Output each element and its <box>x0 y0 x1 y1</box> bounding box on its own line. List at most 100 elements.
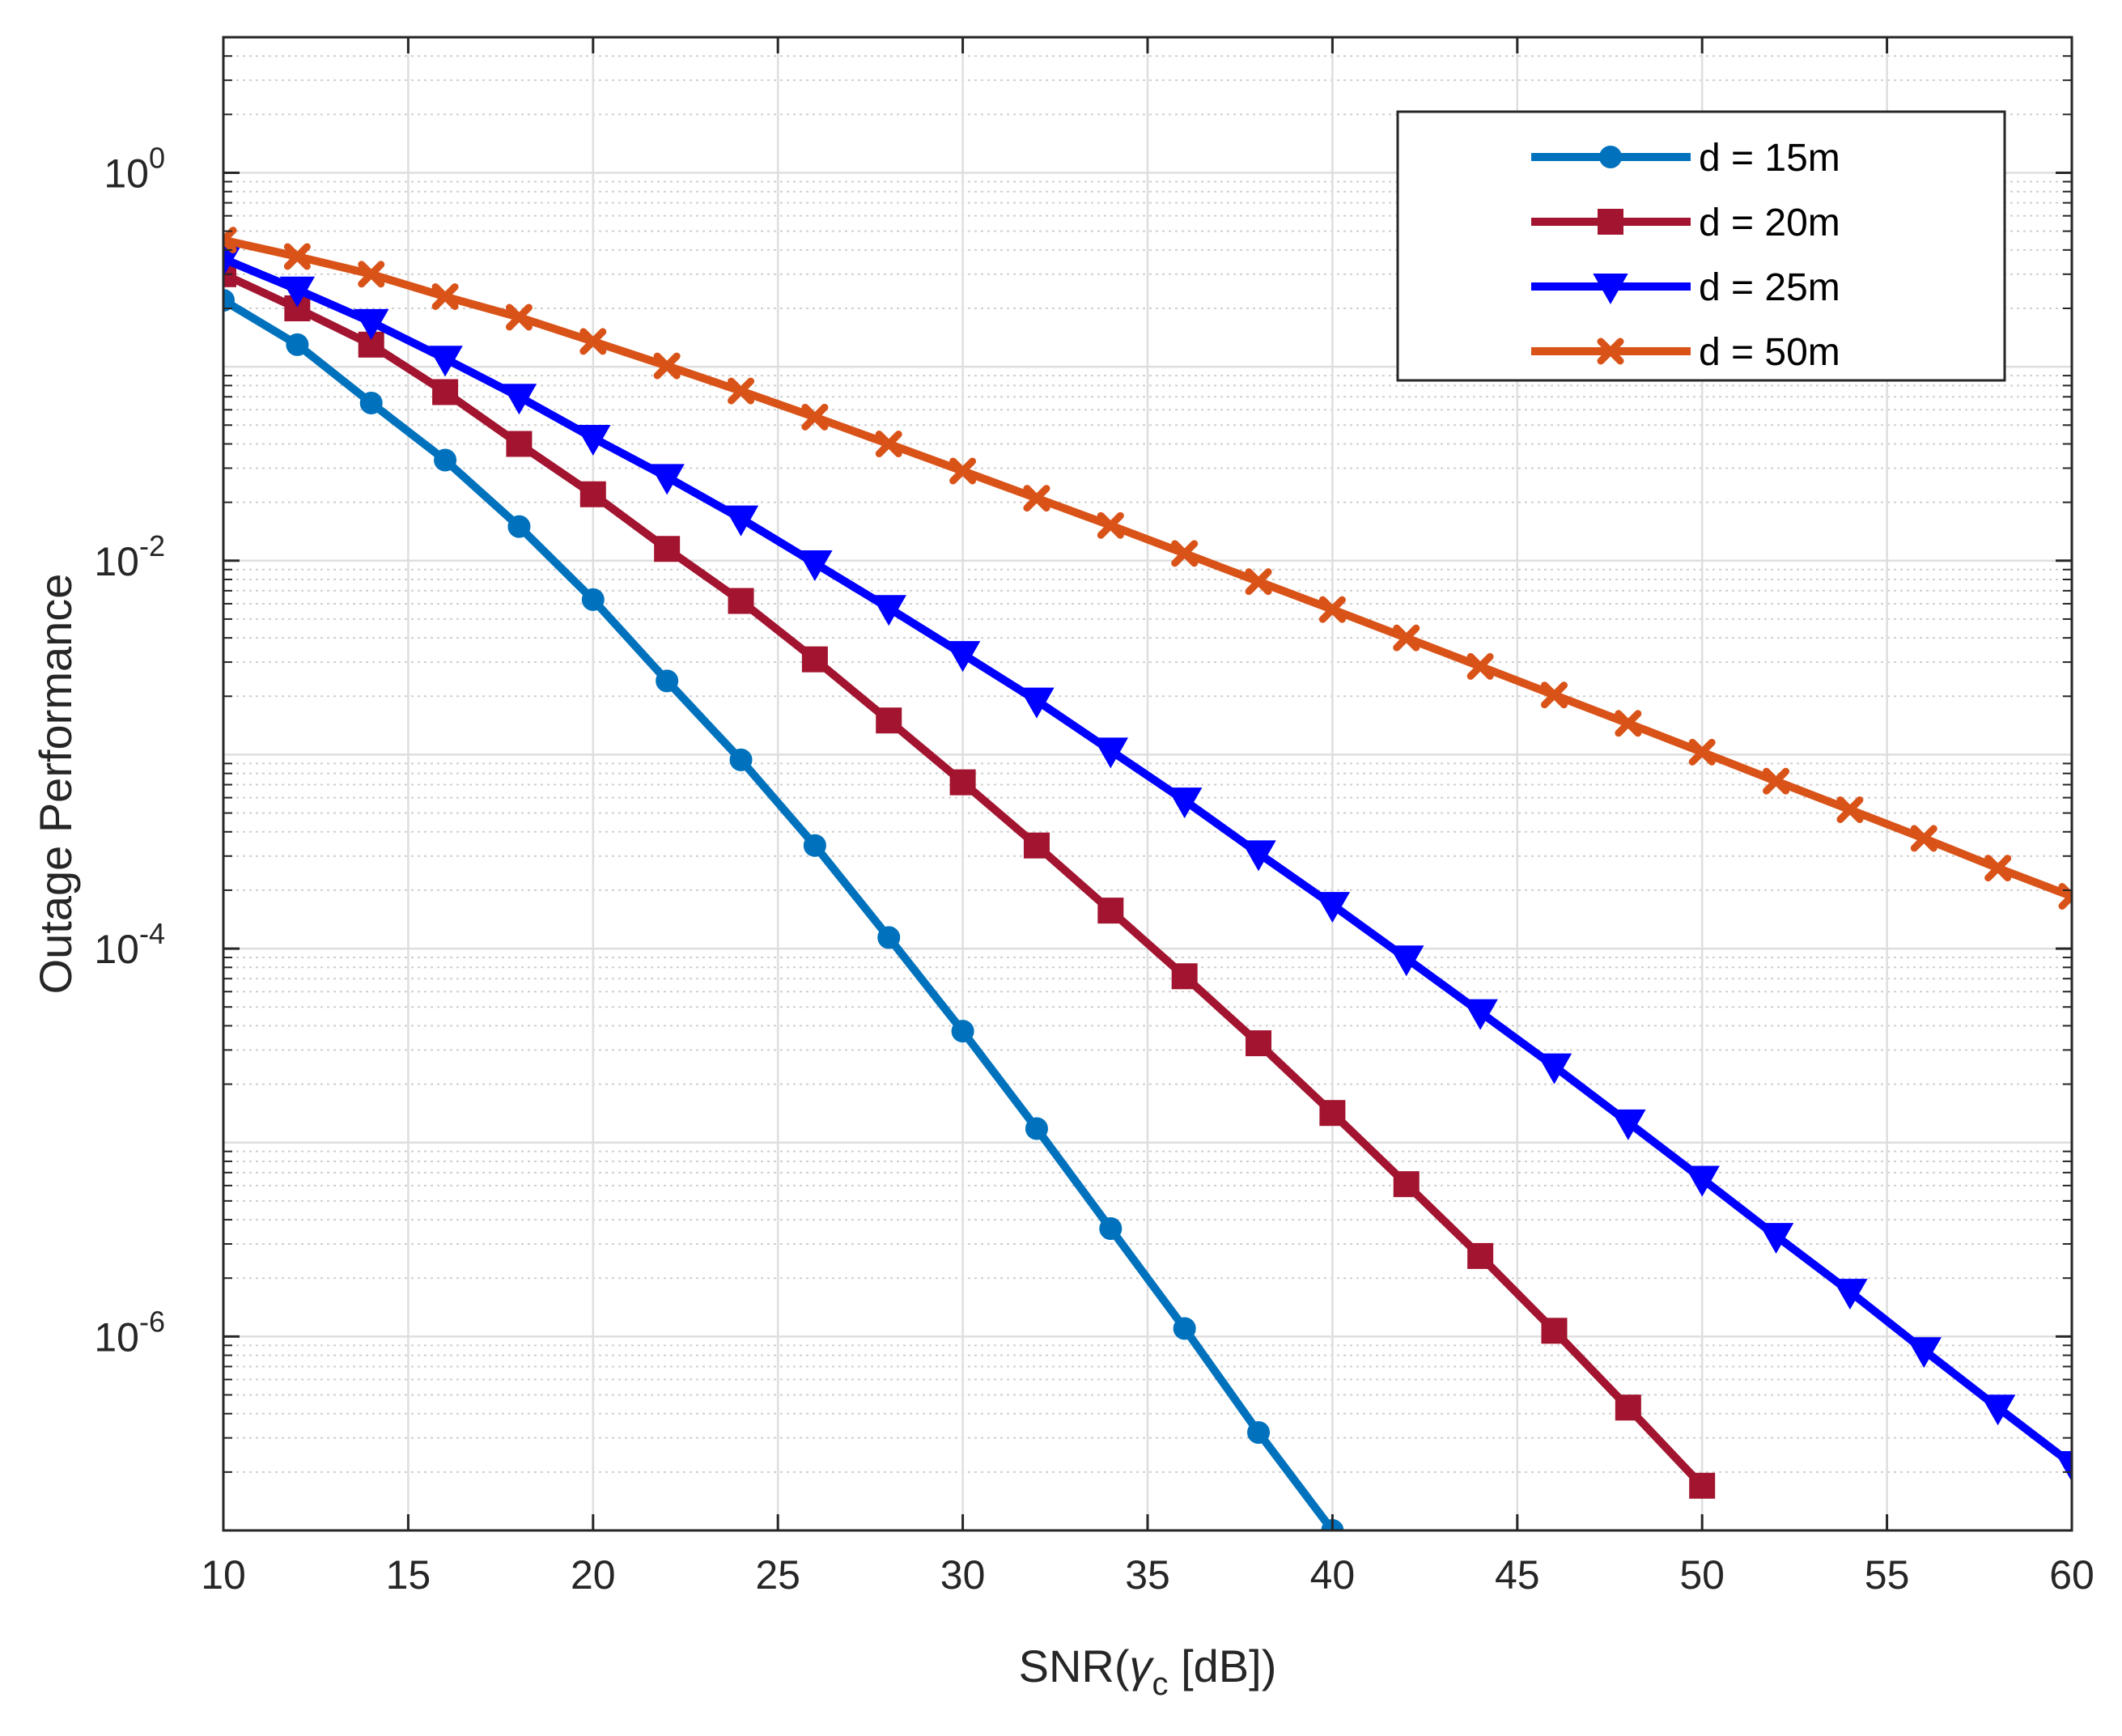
x-tick-label: 20 <box>571 1552 616 1598</box>
x-marker <box>1910 825 1937 852</box>
legend: d = 15m d = 20m d = 25m d = 50m <box>1396 110 2006 382</box>
triangle-marker <box>723 505 759 537</box>
axes: 10 15 20 25 30 35 40 45 50 55 6010010-210-410-6SNR… <box>30 36 2094 1702</box>
x-marker <box>1245 568 1272 596</box>
y-tick-base: 10 <box>94 1314 139 1360</box>
circle-marker <box>1025 1117 1048 1140</box>
triangle-marker <box>279 276 316 308</box>
circle-marker <box>656 669 679 693</box>
square-marker <box>801 646 828 673</box>
x-tick-label: 40 <box>1310 1552 1356 1598</box>
x-label-suffix: [dB]) <box>1169 1640 1277 1691</box>
triangle-marker <box>501 384 537 415</box>
square-marker <box>506 431 533 457</box>
x-marker <box>358 261 385 288</box>
x-tick-label: 30 <box>940 1552 986 1598</box>
y-tick-exponent: -4 <box>139 917 165 950</box>
square-marker <box>949 769 976 796</box>
x-tick-label: 50 <box>1679 1552 1725 1598</box>
x-marker <box>1615 710 1642 737</box>
y-tick-exponent: -2 <box>139 529 165 562</box>
x-marker <box>1597 337 1624 365</box>
x-marker <box>875 431 902 458</box>
circle-marker <box>1099 1217 1123 1241</box>
x-marker <box>801 403 829 431</box>
triangle-marker <box>223 245 241 277</box>
circle-marker <box>286 333 309 356</box>
triangle-marker <box>1906 1337 1942 1369</box>
circle-marker <box>1599 146 1622 168</box>
triangle-marker <box>1758 1223 1794 1254</box>
series-line <box>223 296 1336 1530</box>
triangle-marker <box>1593 274 1628 305</box>
square-marker <box>579 481 606 507</box>
triangle-marker <box>1832 1279 1868 1310</box>
x-label-prefix: SNR( <box>1019 1640 1130 1691</box>
series-2 <box>223 261 1716 1499</box>
x-marker <box>1171 540 1199 567</box>
x-marker <box>579 328 607 355</box>
triangle-marker <box>1536 1053 1572 1084</box>
triangle-marker <box>575 424 611 456</box>
x-marker <box>1836 796 1864 823</box>
circle-marker <box>581 588 605 611</box>
square-marker <box>728 588 754 614</box>
legend-item: d = 25m <box>1531 266 1840 309</box>
legend-box <box>1396 110 2006 382</box>
circle-marker <box>223 289 235 312</box>
x-tick-label: 25 <box>755 1552 800 1598</box>
x-marker <box>1688 738 1716 766</box>
x-label-subscript: c <box>1152 1666 1169 1702</box>
triangle-marker <box>871 595 906 626</box>
x-tick-label: 10 <box>201 1552 246 1598</box>
y-tick-label: 10-2 <box>94 529 165 584</box>
circle-marker <box>877 926 901 949</box>
triangle-marker <box>797 550 833 581</box>
series-1 <box>223 289 1344 1530</box>
x-marker <box>728 377 755 405</box>
square-marker <box>1689 1472 1716 1499</box>
series-4 <box>223 227 2072 910</box>
triangle-marker <box>353 308 389 340</box>
x-marker <box>1393 624 1420 652</box>
legend-label: d = 20m <box>1699 202 1840 244</box>
legend-item: d = 50m <box>1531 331 1840 374</box>
x-marker <box>1318 596 1346 623</box>
circle-marker <box>359 391 383 414</box>
y-tick-label: 10-6 <box>94 1305 165 1360</box>
square-marker <box>876 707 902 734</box>
circle-marker <box>729 748 753 771</box>
x-marker <box>949 457 977 485</box>
triangle-marker <box>1684 1165 1720 1197</box>
triangle-marker <box>2054 1450 2072 1482</box>
triangle-marker <box>1389 945 1424 977</box>
legend-label: d = 50m <box>1699 331 1840 374</box>
y-tick-base: 10 <box>104 151 149 197</box>
square-marker <box>1023 832 1050 859</box>
x-marker <box>1023 485 1050 512</box>
circle-marker <box>803 834 826 857</box>
x-marker <box>1097 511 1124 539</box>
x-label-symbol: γ <box>1130 1640 1155 1691</box>
circle-marker <box>434 448 457 472</box>
circle-marker <box>1247 1420 1271 1444</box>
legend-label: d = 25m <box>1699 266 1840 309</box>
triangle-marker <box>1093 737 1129 769</box>
y-tick-exponent: -6 <box>139 1305 165 1338</box>
triangle-marker <box>1462 999 1498 1030</box>
square-marker <box>1393 1171 1420 1198</box>
x-marker <box>1984 855 2012 882</box>
triangle-marker <box>1166 787 1203 819</box>
x-marker <box>1466 652 1494 680</box>
x-axis-label: SNR(γc [dB]) <box>1019 1640 1277 1702</box>
square-marker <box>1097 898 1124 924</box>
x-marker <box>505 303 533 331</box>
square-marker <box>1598 209 1623 235</box>
square-marker <box>1171 963 1198 990</box>
square-marker <box>1467 1242 1494 1269</box>
triangle-marker <box>1241 840 1276 872</box>
triangle-marker <box>649 464 685 495</box>
y-tick-exponent: 0 <box>149 142 165 175</box>
circle-marker <box>1173 1317 1196 1340</box>
